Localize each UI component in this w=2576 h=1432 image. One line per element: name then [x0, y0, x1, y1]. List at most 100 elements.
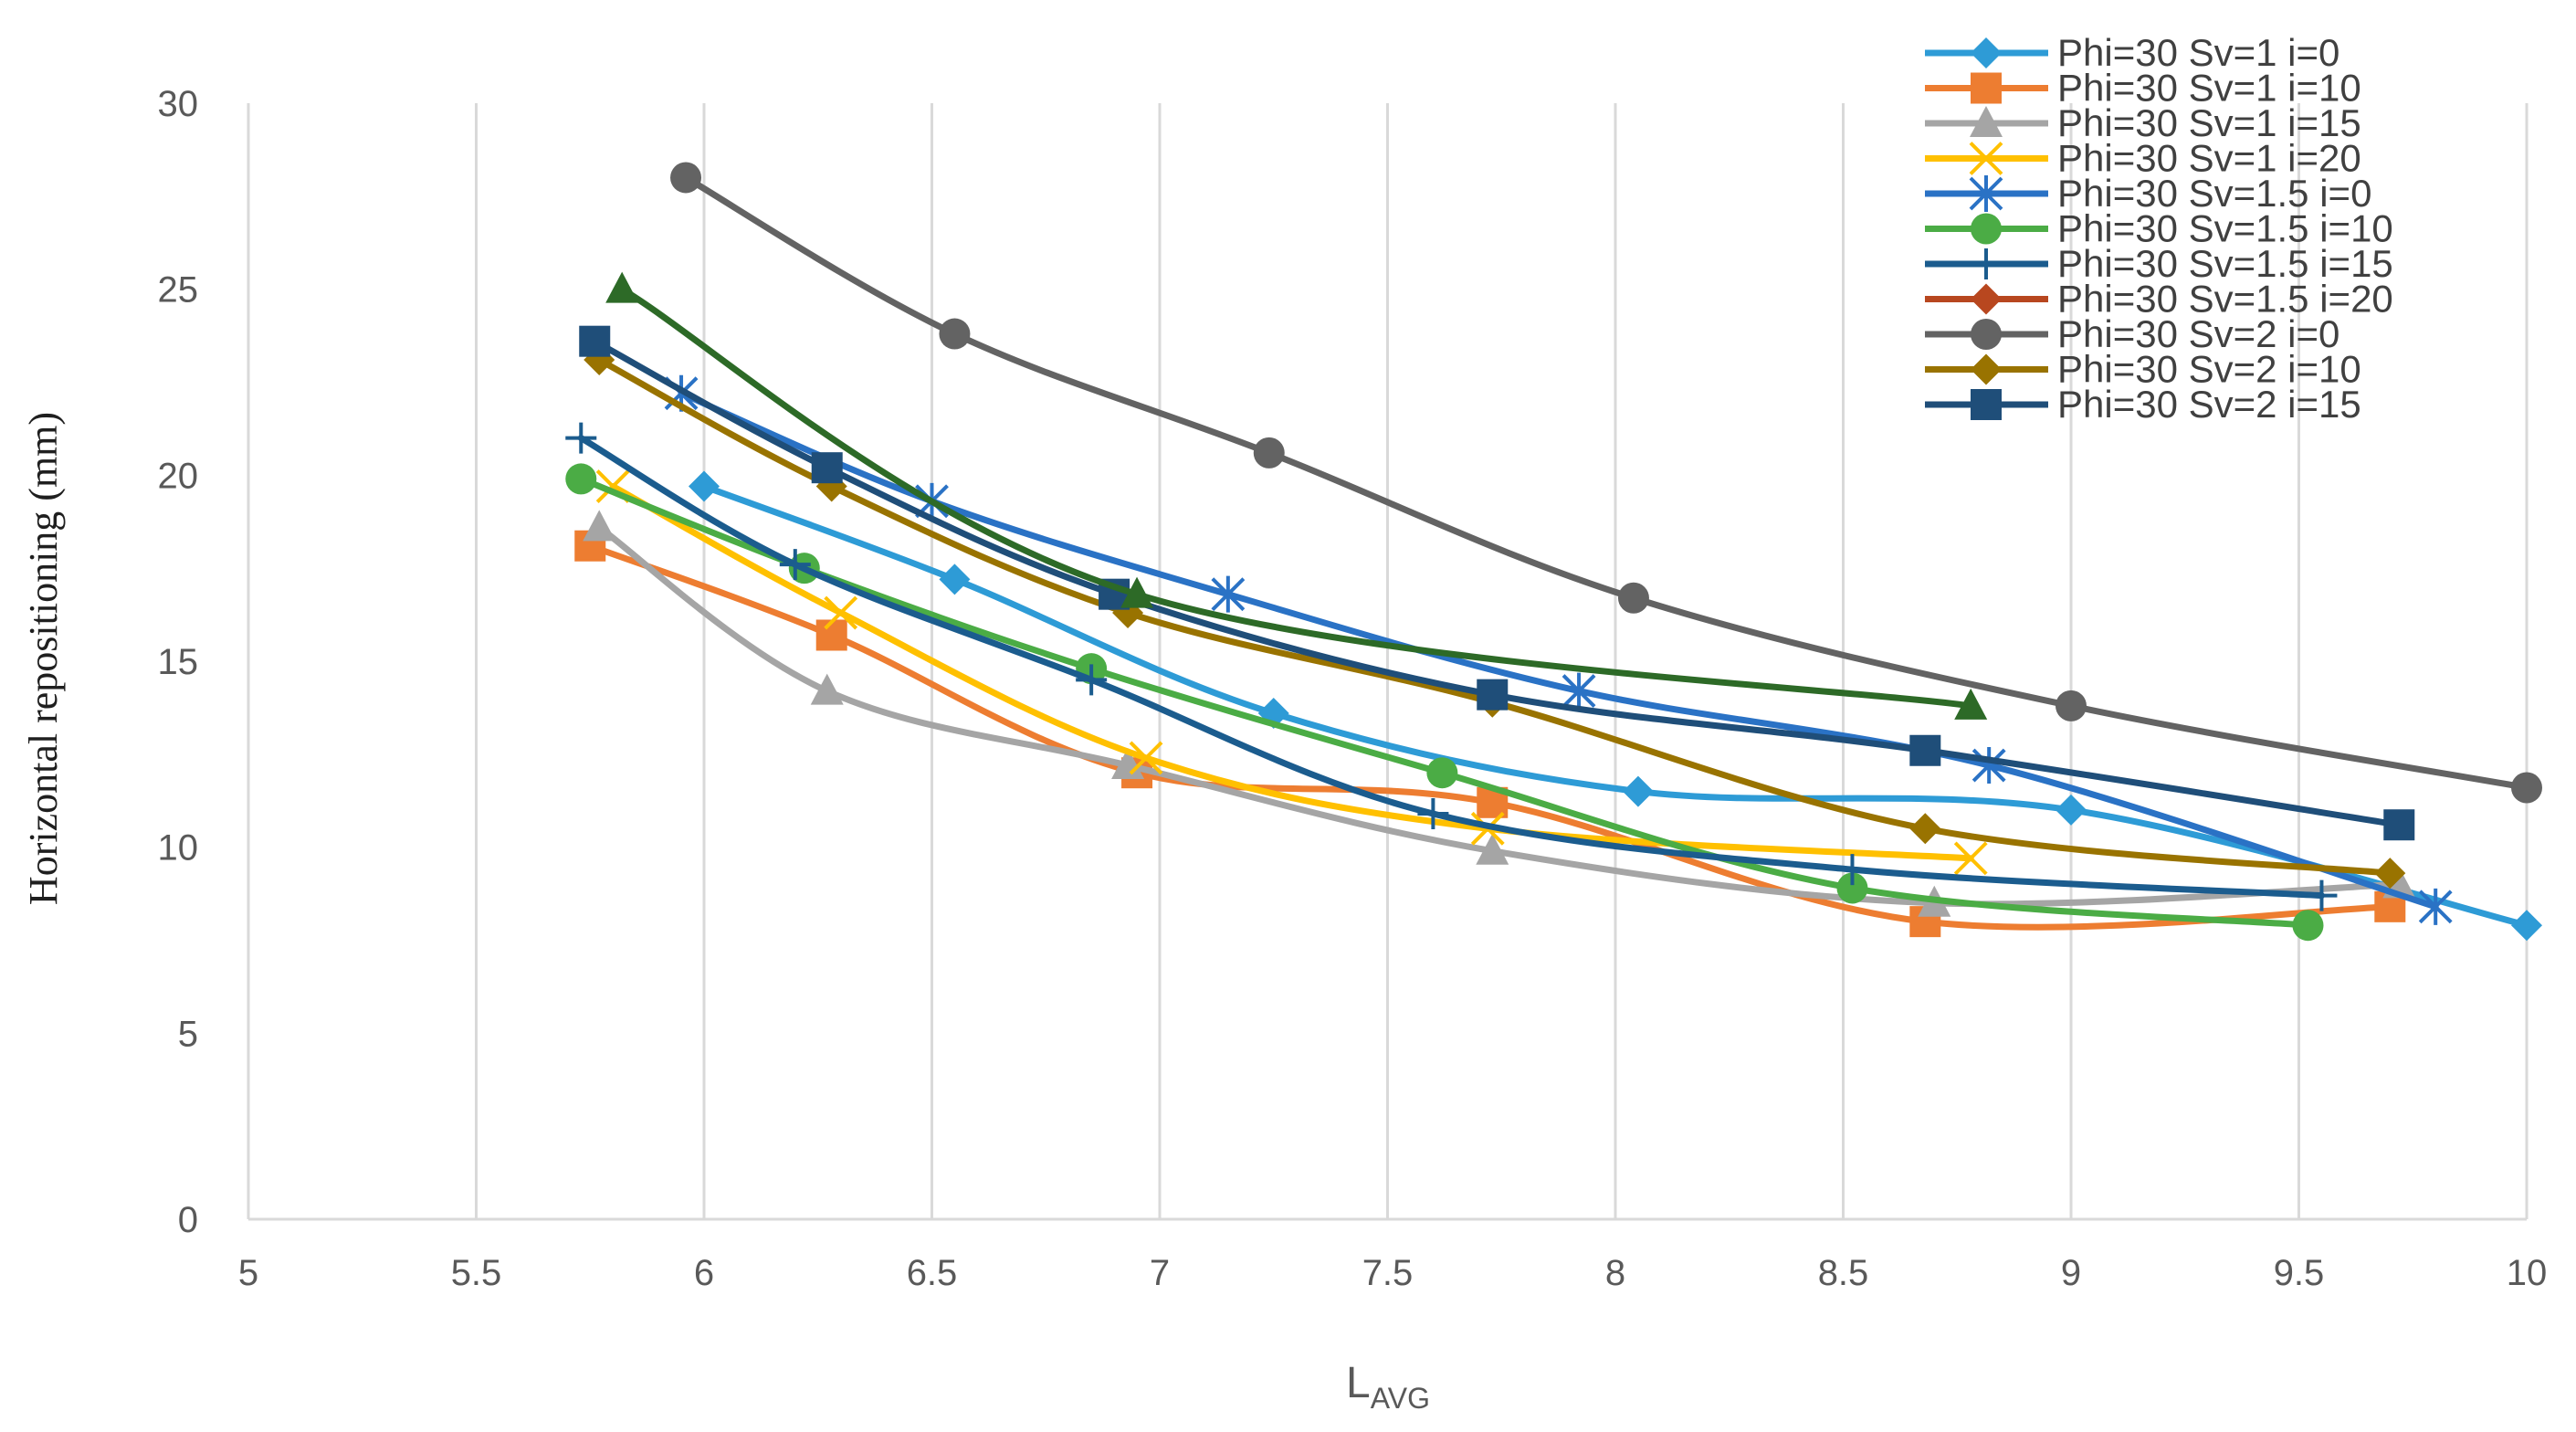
series-line — [609, 483, 1974, 862]
series-6 — [565, 422, 2338, 911]
series-3 — [595, 469, 1988, 876]
data-point — [824, 595, 858, 630]
gridlines — [247, 103, 2529, 1219]
y-tick-label: 10 — [158, 828, 199, 869]
data-point — [1836, 854, 1868, 886]
legend-marker — [1971, 353, 2002, 385]
data-point — [2056, 794, 2087, 826]
data-point — [1129, 741, 1163, 775]
data-point — [1622, 775, 1654, 807]
legend-label: Phi=30 Sv=1.5 i=10 — [2057, 207, 2393, 250]
y-tick-label: 20 — [158, 456, 199, 496]
data-point — [1909, 734, 1941, 766]
data-point — [1836, 872, 1868, 904]
plot-series — [565, 162, 2542, 942]
legend-label: Phi=30 Sv=2 i=15 — [2057, 383, 2361, 426]
legend-label: Phi=30 Sv=1 i=10 — [2057, 67, 2361, 110]
legend-marker — [1971, 37, 2002, 68]
data-point — [1476, 833, 1509, 865]
data-point — [689, 470, 720, 502]
legend-marker — [1971, 319, 2002, 350]
series-1 — [574, 530, 2406, 938]
series-8 — [670, 162, 2542, 804]
x-axis-label-sub: AVG — [1371, 1382, 1430, 1415]
data-point — [2383, 809, 2415, 841]
legend-entry: Phi=30 Sv=2 i=10 — [1925, 348, 2361, 391]
data-point — [670, 162, 702, 194]
x-tick-label: 5 — [238, 1253, 258, 1293]
legend-marker — [1971, 248, 2002, 279]
x-tick-label: 6.5 — [907, 1253, 958, 1293]
legend-marker — [1971, 72, 2002, 104]
legend-marker — [1970, 106, 2003, 137]
series-line — [586, 542, 2393, 931]
x-tick-label: 10 — [2507, 1253, 2548, 1293]
x-tick-label: 7.5 — [1362, 1253, 1414, 1293]
x-tick-label: 7 — [1150, 1253, 1170, 1293]
y-tick-label: 15 — [158, 642, 199, 682]
data-point — [1909, 813, 1941, 845]
data-point — [2056, 690, 2087, 721]
legend-label: Phi=30 Sv=2 i=0 — [2057, 312, 2339, 355]
legend-entry: Phi=30 Sv=2 i=0 — [1925, 312, 2339, 355]
legend-entry: Phi=30 Sv=1 i=0 — [1925, 31, 2339, 74]
data-point — [2374, 858, 2406, 890]
series-4 — [664, 374, 2453, 925]
legend-label: Phi=30 Sv=1.5 i=15 — [2057, 242, 2393, 285]
data-point — [939, 318, 971, 350]
series-9 — [584, 344, 2406, 890]
legend-marker — [1971, 283, 2002, 315]
x-tick-label: 5.5 — [451, 1253, 502, 1293]
data-point — [1111, 748, 1145, 780]
data-point — [583, 510, 616, 542]
data-point — [1211, 575, 1246, 613]
x-tick-label: 9 — [2061, 1253, 2081, 1293]
y-tick-label: 30 — [158, 84, 199, 124]
legend-label: Phi=30 Sv=1 i=20 — [2057, 137, 2361, 180]
legend-entry: Phi=30 Sv=1 i=15 — [1925, 101, 2361, 144]
data-point — [1426, 757, 1458, 789]
data-point — [811, 452, 843, 484]
y-tick-label: 5 — [178, 1014, 198, 1054]
legend-marker — [1969, 142, 2003, 175]
series-line — [618, 286, 1974, 710]
y-tick-label: 25 — [158, 270, 199, 311]
data-point — [565, 463, 597, 495]
data-point — [939, 563, 971, 595]
data-point — [1477, 679, 1509, 711]
data-point — [1953, 841, 1988, 876]
legend-marker — [1971, 389, 2002, 420]
legend-label: Phi=30 Sv=1 i=0 — [2057, 31, 2339, 74]
data-point — [2511, 772, 2542, 804]
legend-label: Phi=30 Sv=1 i=15 — [2057, 101, 2361, 144]
legend-entry: Phi=30 Sv=1.5 i=10 — [1925, 207, 2393, 250]
legend-entry: Phi=30 Sv=1.5 i=15 — [1925, 242, 2393, 285]
x-tick-label: 8.5 — [1818, 1253, 1869, 1293]
x-tick-label: 6 — [694, 1253, 714, 1293]
legend-label: Phi=30 Sv=2 i=10 — [2057, 348, 2361, 391]
data-point — [1617, 582, 1649, 614]
data-point — [1120, 576, 1154, 608]
data-point — [2306, 879, 2338, 911]
legend-label: Phi=30 Sv=1.5 i=20 — [2057, 278, 2393, 321]
data-point — [605, 271, 639, 303]
legend-entry: Phi=30 Sv=1 i=10 — [1925, 67, 2361, 110]
legend-entry: Phi=30 Sv=2 i=15 — [1925, 383, 2361, 426]
data-point — [815, 619, 847, 651]
x-axis-label: LAVG — [1346, 1359, 1430, 1415]
legend-marker — [1971, 213, 2002, 245]
data-point — [1253, 437, 1285, 469]
data-point — [1076, 664, 1108, 696]
series-11 — [605, 271, 1988, 720]
data-point — [2418, 888, 2453, 925]
x-tick-label: 9.5 — [2274, 1253, 2325, 1293]
data-point — [1971, 747, 2006, 784]
data-point — [1954, 688, 1988, 720]
x-tick-label: 8 — [1605, 1253, 1625, 1293]
data-point — [779, 549, 811, 581]
x-axis-label-main: L — [1346, 1359, 1371, 1407]
legend-marker — [1969, 175, 2003, 212]
